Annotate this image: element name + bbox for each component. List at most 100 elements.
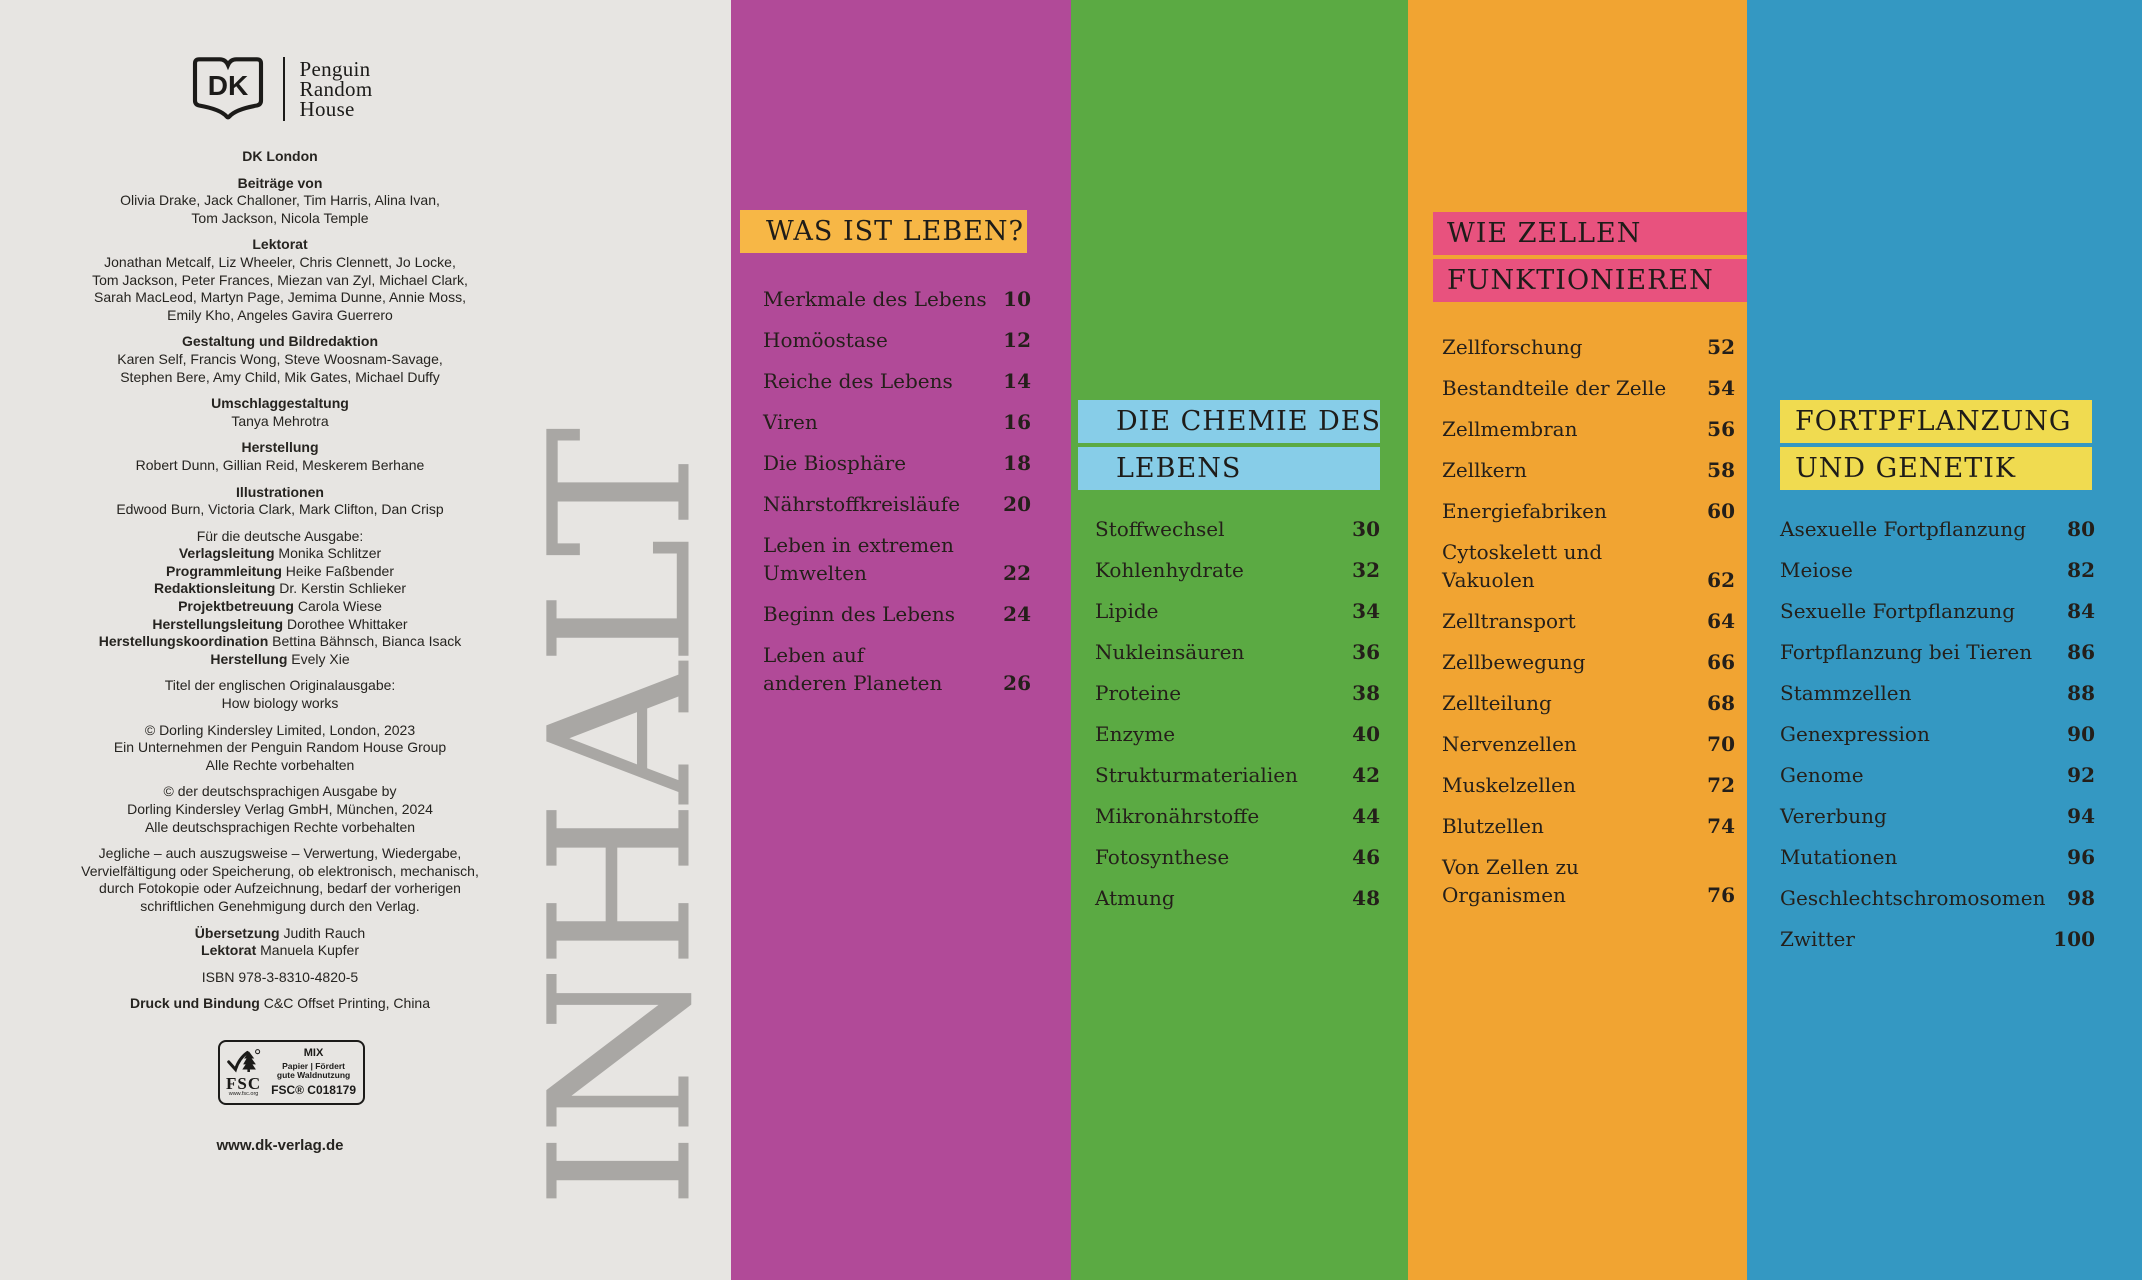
toc-entry: Genome 92: [1780, 761, 2095, 789]
imprint-line-label: Übersetzung: [194, 924, 280, 941]
toc-entry-page-number: 30: [1352, 517, 1380, 541]
toc-entry-page-number: 44: [1352, 804, 1380, 828]
logo-divider: [282, 57, 285, 121]
toc-entry-title-line: Enzyme: [1095, 722, 1176, 746]
toc-entry-title: Zellkern: [1442, 456, 1527, 484]
toc-entry-page-number: 66: [1707, 650, 1735, 674]
toc-entry-title-line: Zelltransport: [1442, 609, 1576, 633]
toc-entry-title: Enzyme: [1095, 720, 1175, 748]
toc-entry-title-line: Beginn des Lebens: [763, 602, 956, 626]
toc-entry: Meiose 82: [1780, 556, 2095, 584]
imprint-line-label: Projektbetreuung: [178, 598, 294, 615]
toc-entry: Leben auf anderen Planeten 26: [763, 641, 1031, 697]
toc-entry-title: Kohlenhydrate: [1095, 556, 1244, 584]
toc-entry-title: Leben auf anderen Planeten: [763, 641, 942, 697]
toc-entry-page-number: 14: [1003, 369, 1031, 393]
imprint-section-title: Gestaltung und Bildredaktion: [181, 333, 378, 350]
toc-entry-title-line: Blutzellen: [1442, 814, 1544, 838]
toc-entry-page-number: 42: [1352, 763, 1380, 787]
toc-entry-title-line: Die Biosphäre: [763, 451, 907, 475]
imprint-line-label: Herstellung: [210, 650, 288, 667]
imprint-line: Edwood Burn, Victoria Clark, Mark Clifto…: [116, 501, 444, 518]
toc-entry-page-number: 12: [1003, 328, 1031, 352]
imprint-line: How biology works: [221, 695, 339, 712]
imprint-line: schriftlichen Genehmigung durch den Verl…: [140, 897, 420, 914]
toc-entry-title: Atmung: [1095, 884, 1175, 912]
imprint-line-label: Herstellungsleitung: [152, 615, 284, 632]
toc-entry-title: Strukturmaterialien: [1095, 761, 1298, 789]
toc-section-header: WAS IST LEBEN?: [740, 210, 1027, 253]
toc-entry-page-number: 92: [2067, 763, 2095, 787]
toc-entry-title-line: Strukturmaterialien: [1095, 763, 1298, 787]
imprint-line: Projektbetreuung Carola Wiese: [178, 598, 382, 615]
toc-entry-title-line: Sexuelle Fortpflanzung: [1780, 599, 2015, 623]
penguin-random-house-logo-text: Penguin Random House: [299, 57, 373, 120]
imprint-line: Stephen Bere, Amy Child, Mik Gates, Mich…: [120, 368, 440, 385]
toc-entry-title-line: Meiose: [1780, 558, 1853, 582]
toc-entry: Zellkern 58: [1442, 456, 1735, 484]
toc-entry: Zelltransport 64: [1442, 607, 1735, 635]
toc-entry-title-line: Genexpression: [1780, 722, 1930, 746]
prh-line: Penguin: [299, 57, 371, 81]
imprint-block: © der deutschsprachigen Ausgabe by Dorlin…: [50, 783, 510, 836]
toc-entry-title: Genexpression: [1780, 720, 1930, 748]
toc-entry-title-line: Cytoskelett und Vakuolen: [1442, 540, 1603, 592]
toc-entry-page-number: 74: [1707, 814, 1735, 838]
toc-entry-title-line: Atmung: [1095, 886, 1175, 910]
imprint-section-title: Beiträge von: [237, 174, 323, 191]
toc-entry-title-line: Leben in extremen: [763, 533, 954, 557]
toc-entry: Zellteilung 68: [1442, 689, 1735, 717]
toc-entry-title-line: Mutationen: [1780, 845, 1898, 869]
imprint-block: Titel der englischen Originalausgabe: How…: [50, 677, 510, 712]
toc-entry-title: Beginn des Lebens: [763, 600, 955, 628]
imprint-block: Druck und Bindung C&C Offset Printing, C…: [50, 995, 510, 1013]
prh-line: Random: [299, 77, 373, 101]
toc-entry-page-number: 80: [2067, 517, 2095, 541]
toc-entry-title: Blutzellen: [1442, 812, 1544, 840]
imprint-line: Sarah MacLeod, Martyn Page, Jemima Dunne…: [94, 289, 466, 306]
toc-entry: Proteine 38: [1095, 679, 1380, 707]
toc-entry-page-number: 46: [1352, 845, 1380, 869]
imprint-line: Olivia Drake, Jack Challoner, Tim Harris…: [120, 192, 440, 209]
toc-entry: Stoffwechsel 30: [1095, 515, 1380, 543]
toc-entry-title-line: Von Zellen zu Organismen: [1442, 855, 1579, 907]
imprint-block: Illustrationen Edwood Burn, Victoria Clar…: [50, 484, 510, 519]
toc-entry-page-number: 32: [1352, 558, 1380, 582]
toc-entry-title: Fortpflanzung bei Tieren: [1780, 638, 2032, 666]
toc-entry: Zellmembran 56: [1442, 415, 1735, 443]
toc-entry-page-number: 84: [2067, 599, 2095, 623]
toc-entry-title-line: Zellmembran: [1442, 417, 1578, 441]
toc-entry-title-line: Geschlechtschromosomen: [1780, 886, 2046, 910]
toc-entry: Cytoskelett und Vakuolen 62: [1442, 538, 1735, 594]
toc-section-header: FORTPFLANZUNG UND GENETIK: [1780, 400, 2092, 490]
toc-entry-title: Zellbewegung: [1442, 648, 1586, 676]
imprint-block: © Dorling Kindersley Limited, London, 20…: [50, 722, 510, 775]
imprint-line: Karen Self, Francis Wong, Steve Woosnam-…: [117, 350, 443, 367]
toc-entry-title-line: Muskelzellen: [1442, 773, 1576, 797]
toc-entry-title: Stammzellen: [1780, 679, 1911, 707]
toc-entry: Fotosynthese 46: [1095, 843, 1380, 871]
toc-entry-title: Mikronährstoffe: [1095, 802, 1259, 830]
toc-entry-page-number: 86: [2067, 640, 2095, 664]
toc-column-wie-zellen-funktionieren: WIE ZELLEN FUNKTIONIEREN Zellforschung 52 Be…: [1408, 0, 1747, 1280]
toc-entry-title-line: Merkmale des Lebens: [763, 287, 987, 311]
imprint-block: Umschlaggestaltung Tanya Mehrotra: [50, 395, 510, 430]
toc-entry: Homöostase 12: [763, 326, 1031, 354]
imprint-block: Übersetzung Judith Rauch Lektorat Manuela…: [50, 925, 510, 960]
toc-entry: Zwitter 100: [1780, 925, 2095, 953]
imprint-line: Programmleitung Heike Faßbender: [166, 562, 394, 579]
toc-entry-title-line: Asexuelle Fortpflanzung: [1780, 517, 2026, 541]
toc-entry: Genexpression 90: [1780, 720, 2095, 748]
toc-entry: Mutationen 96: [1780, 843, 2095, 871]
imprint-line: © Dorling Kindersley Limited, London, 20…: [144, 721, 416, 738]
toc-entry-title: Homöostase: [763, 326, 888, 354]
toc-entry-title-line: Nukleinsäuren: [1095, 640, 1245, 664]
toc-entry-page-number: 10: [1003, 287, 1031, 311]
toc-entry: Nährstoffkreisläufe 20: [763, 490, 1031, 518]
toc-entry-title: Geschlechtschromosomen: [1780, 884, 2045, 912]
toc-entry-title-line: Fotosynthese: [1095, 845, 1230, 869]
toc-entry-page-number: 96: [2067, 845, 2095, 869]
imprint-line: Ein Unternehmen der Penguin Random House…: [113, 739, 447, 756]
toc-column-fortpflanzung-und-genetik: FORTPFLANZUNG UND GENETIK Asexuelle Fortpf…: [1747, 0, 2142, 1280]
toc-entry-title: Proteine: [1095, 679, 1181, 707]
